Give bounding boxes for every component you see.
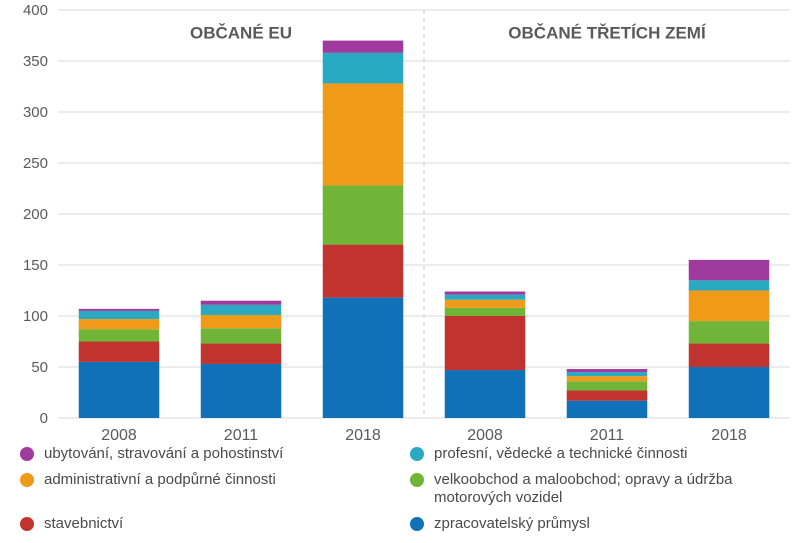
bar-segment xyxy=(445,295,526,300)
x-tick-label: 2018 xyxy=(711,427,747,444)
bar-segment xyxy=(323,53,404,84)
legend-label: administrativní a podpůrné činnosti xyxy=(44,471,390,489)
legend-swatch xyxy=(20,447,34,461)
bar-segment xyxy=(201,301,282,305)
bar-segment xyxy=(79,342,160,362)
y-tick-label: 100 xyxy=(23,308,48,325)
x-tick-label: 2008 xyxy=(101,427,137,444)
bar-segment xyxy=(567,372,648,376)
x-tick-label: 2018 xyxy=(345,427,381,444)
bar-segment xyxy=(201,328,282,343)
bar-segment xyxy=(323,245,404,298)
y-tick-label: 0 xyxy=(40,410,48,427)
bar-segment xyxy=(689,291,770,322)
bar-segment xyxy=(689,344,770,367)
legend-item: administrativní a podpůrné činnosti xyxy=(20,471,390,507)
legend-swatch xyxy=(410,473,424,487)
legend-swatch xyxy=(410,447,424,461)
bar-segment xyxy=(689,367,770,418)
bar-segment xyxy=(201,305,282,315)
x-tick-label: 2008 xyxy=(467,427,503,444)
bar-segment xyxy=(323,83,404,185)
bar-segment xyxy=(79,362,160,418)
y-tick-label: 400 xyxy=(23,2,48,19)
bar-segment xyxy=(323,41,404,53)
legend-item: ubytování, stravování a pohostinství xyxy=(20,445,390,463)
bar-segment xyxy=(567,381,648,390)
bar-segment xyxy=(323,185,404,244)
legend-item: stavebnictví xyxy=(20,515,390,533)
chart-svg: 0 50 100 150 200 250 300 350 400 OBČANÉ EU OBČANÉ … xyxy=(0,0,800,446)
legend-label: zpracovatelský průmysl xyxy=(434,515,780,533)
legend-item: profesní, vědecké a technické činnosti xyxy=(410,445,780,463)
bar-segment xyxy=(201,344,282,364)
y-tick-label: 350 xyxy=(23,53,48,70)
bar-segment xyxy=(323,298,404,418)
bar-segment xyxy=(79,311,160,319)
legend-label: profesní, vědecké a technické činnosti xyxy=(434,445,780,463)
legend-swatch xyxy=(20,473,34,487)
legend-swatch xyxy=(20,517,34,531)
y-tick-label: 50 xyxy=(31,359,48,376)
legend-label: stavebnictví xyxy=(44,515,390,533)
bar-segment xyxy=(445,300,526,308)
bar-segment xyxy=(445,316,526,370)
group-label: OBČANÉ TŘETÍCH ZEMÍ xyxy=(508,24,707,43)
bar-segment xyxy=(567,369,648,372)
bar-segment xyxy=(689,260,770,280)
legend-item: velkoobchod a maloobchod; opravy a údržb… xyxy=(410,471,780,507)
x-tick-label: 2011 xyxy=(224,427,259,444)
bar-segment xyxy=(567,390,648,400)
bar-segment xyxy=(201,315,282,328)
bar-segment xyxy=(79,309,160,311)
legend-swatch xyxy=(410,517,424,531)
bar-segment xyxy=(445,370,526,418)
y-tick-label: 300 xyxy=(23,104,48,121)
stacked-bar-chart: 0 50 100 150 200 250 300 350 400 OBČANÉ EU OBČANÉ … xyxy=(0,0,800,543)
legend-item: zpracovatelský průmysl xyxy=(410,515,780,533)
legend: ubytování, stravování a pohostinství prof… xyxy=(20,445,780,533)
bar-segment xyxy=(445,292,526,295)
group-label: OBČANÉ EU xyxy=(190,24,292,43)
legend-label: ubytování, stravování a pohostinství xyxy=(44,445,390,463)
bar-segment xyxy=(567,401,648,418)
y-tick-label: 250 xyxy=(23,155,48,172)
y-tick-label: 200 xyxy=(23,206,48,223)
bar-segment xyxy=(689,280,770,290)
bar-segment xyxy=(567,376,648,381)
bar-segment xyxy=(79,319,160,329)
bar-segment xyxy=(689,321,770,343)
y-tick-label: 150 xyxy=(23,257,48,274)
bar-segment xyxy=(79,329,160,341)
x-tick-label: 2011 xyxy=(590,427,625,444)
bar-segment xyxy=(201,364,282,418)
legend-label: velkoobchod a maloobchod; opravy a údržb… xyxy=(434,471,780,507)
bar-segment xyxy=(445,308,526,316)
